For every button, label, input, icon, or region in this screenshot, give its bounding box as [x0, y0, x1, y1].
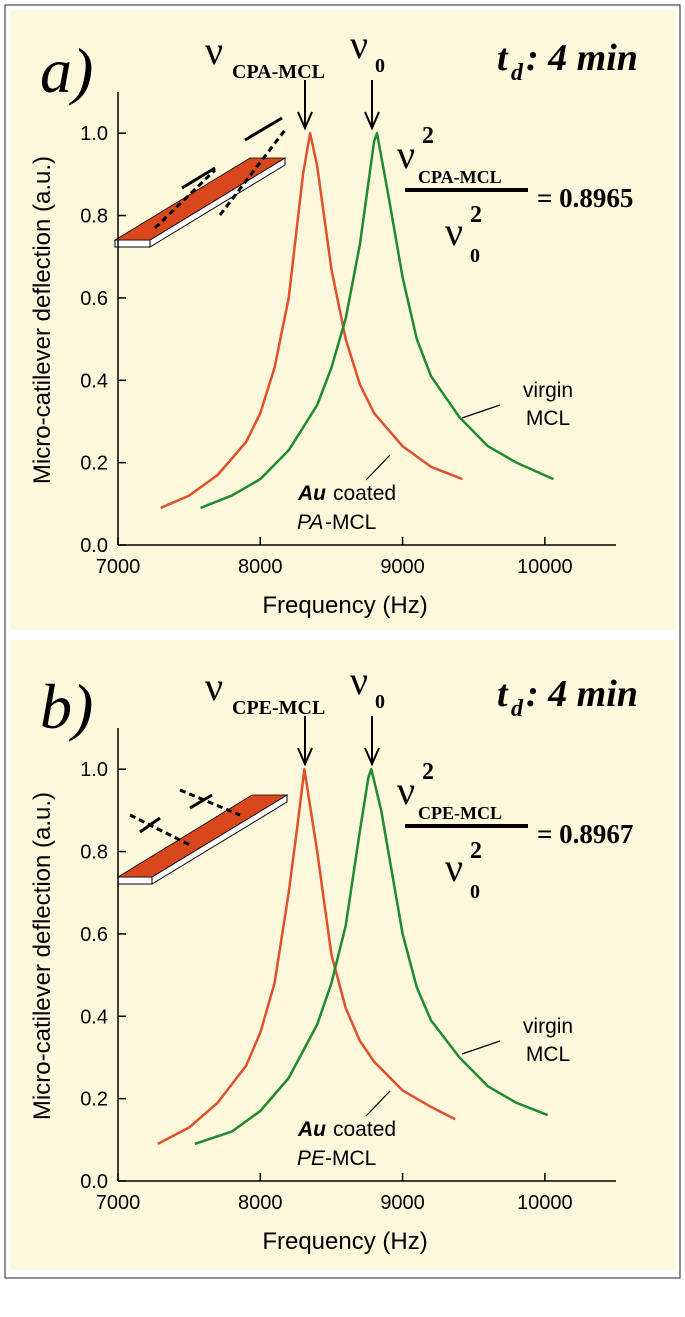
annotation: ν: [205, 28, 223, 73]
series-label: Au: [297, 1118, 326, 1141]
annotation: 2: [470, 838, 482, 864]
annotation: ν: [445, 845, 463, 890]
annotation: ν: [350, 22, 368, 67]
y-tick-label: 1.0: [80, 759, 108, 781]
series-label: MCL: [526, 407, 570, 430]
series-label: -MCL: [325, 1147, 376, 1170]
leader-line: [461, 404, 501, 419]
arrow-head: [364, 747, 380, 767]
annotation: CPE-MCL: [232, 697, 325, 719]
annotation: ν: [397, 132, 415, 177]
cantilever-sketch: [116, 788, 289, 885]
y-tick-label: 0.8: [80, 206, 108, 228]
annotation: 0: [470, 881, 480, 903]
annotation: = 0.8965: [537, 183, 633, 213]
y-tick-label: 1.0: [80, 123, 108, 145]
annotation: 2: [422, 123, 434, 149]
y-tick-label: 0.6: [80, 288, 108, 310]
series-label: coated: [333, 1118, 396, 1141]
panel-background: [10, 640, 675, 1270]
arrow-head: [364, 111, 380, 131]
series-label: PE: [297, 1147, 326, 1170]
x-axis-label: Frequency (Hz): [262, 1228, 427, 1255]
title: d: [511, 60, 524, 86]
x-tick-label: 7000: [96, 1192, 141, 1214]
title: d: [511, 696, 524, 722]
series-label: virgin: [523, 1015, 573, 1038]
annotation: 2: [422, 759, 434, 785]
annotation: CPA-MCL: [232, 61, 325, 83]
curve: [160, 131, 463, 510]
title: : 4 min: [526, 673, 638, 715]
leader-line: [365, 454, 391, 481]
annotation: 0: [470, 245, 480, 267]
annotation: 0: [375, 691, 385, 713]
annotation: 2: [470, 202, 482, 228]
title: : 4 min: [526, 37, 638, 79]
annotation: ν: [445, 209, 463, 254]
series-label: Au: [297, 482, 326, 505]
y-tick-label: 0.4: [80, 370, 108, 392]
x-axis-label: Frequency (Hz): [262, 592, 427, 619]
series-label: coated: [333, 482, 396, 505]
curve: [200, 131, 554, 510]
y-axis-label: Micro-catilever deflection (a.u.): [29, 792, 56, 1120]
annotation: 0: [375, 55, 385, 77]
annotation: ν: [350, 658, 368, 703]
cantilever-sketch: [113, 116, 287, 248]
x-tick-label: 9000: [380, 556, 425, 578]
y-tick-label: 0.6: [80, 924, 108, 946]
y-tick-label: 0.2: [80, 453, 108, 475]
series-label: -MCL: [325, 511, 376, 534]
x-tick-label: 10000: [517, 1192, 573, 1214]
y-axis-label: Micro-catilever deflection (a.u.): [29, 156, 56, 484]
series-label: MCL: [526, 1043, 570, 1066]
annotation: CPA-MCL: [418, 167, 502, 187]
annotation: = 0.8967: [537, 819, 633, 849]
x-tick-label: 10000: [517, 556, 573, 578]
annotation: ν: [397, 768, 415, 813]
y-tick-label: 0.2: [80, 1089, 108, 1111]
annotation: ν: [205, 664, 223, 709]
title: t: [497, 673, 509, 715]
series-label: virgin: [523, 379, 573, 402]
panel-label: b): [40, 671, 93, 742]
title: t: [497, 37, 509, 79]
arrow-head: [297, 747, 313, 767]
curve: [194, 767, 549, 1146]
arrow-head: [297, 111, 313, 131]
y-tick-label: 0.0: [80, 1171, 108, 1193]
leader-line: [365, 1090, 391, 1117]
y-tick-label: 0.4: [80, 1006, 108, 1028]
x-tick-label: 8000: [238, 1192, 283, 1214]
x-tick-label: 9000: [380, 1192, 425, 1214]
curve: [157, 767, 456, 1146]
series-label: PA: [297, 511, 323, 534]
annotation: CPE-MCL: [418, 803, 502, 823]
x-tick-label: 8000: [238, 556, 283, 578]
y-tick-label: 0.0: [80, 535, 108, 557]
leader-line: [461, 1040, 501, 1055]
y-tick-label: 0.8: [80, 842, 108, 864]
x-tick-label: 7000: [96, 556, 141, 578]
panel-label: a): [40, 35, 93, 106]
